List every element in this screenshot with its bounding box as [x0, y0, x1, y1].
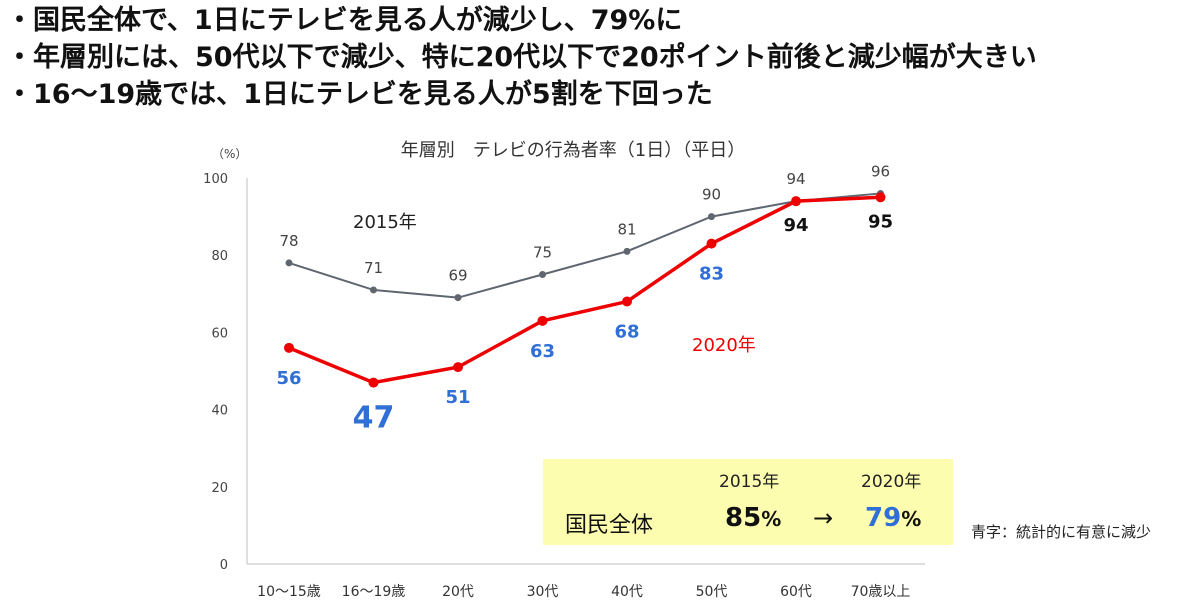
data-label-2020: 83	[699, 264, 724, 285]
data-label-2020: 95	[868, 211, 893, 232]
point-2015	[623, 247, 631, 255]
point-2020	[875, 192, 886, 203]
summary-box: 2015年 2020年 国民全体 85% → 79%	[543, 459, 953, 545]
series-name-2020: 2020年	[692, 335, 756, 356]
point-2020	[622, 296, 632, 307]
summary-year-2015: 2015年	[719, 472, 780, 492]
point-2020	[537, 315, 548, 326]
data-label-2020: 63	[530, 341, 555, 362]
series-line-2015	[288, 192, 881, 299]
bullet-list: ・国民全体で、1日にテレビを見る人が減少し、79%に ・年層別には、50代以下で…	[6, 2, 1196, 113]
series-name-2015: 2015年	[353, 212, 417, 233]
y-tick-label: 100	[203, 172, 228, 187]
x-tick-label: 16～19歳	[342, 584, 406, 600]
data-label-2015: 78	[279, 232, 298, 250]
data-label-2015: 96	[871, 162, 890, 180]
point-2015	[370, 286, 377, 294]
data-label-2020: 56	[276, 368, 301, 389]
data-label-2020: 68	[614, 322, 639, 343]
point-2015	[454, 294, 462, 302]
point-2015	[708, 213, 715, 221]
data-label-2015: 94	[786, 170, 805, 188]
point-2015	[285, 259, 293, 267]
point-2020	[284, 342, 294, 353]
x-tick-label: 60代	[780, 584, 812, 600]
point-2020	[453, 362, 463, 373]
x-tick-label: 30代	[527, 584, 559, 600]
data-label-2020: 47	[353, 401, 395, 436]
summary-value-2020: 79%	[865, 503, 922, 533]
point-2020	[706, 238, 717, 249]
point-2020	[368, 377, 379, 388]
data-label-2015: 75	[533, 244, 552, 262]
y-tick-label: 40	[211, 404, 228, 419]
summary-arrow: →	[813, 504, 834, 532]
x-tick-label: 20代	[442, 584, 474, 600]
y-axis-unit: （%）	[212, 147, 247, 161]
summary-year-2020: 2020年	[861, 472, 922, 492]
chart-title: 年層別 テレビの行為者率（1日）（平日）	[401, 140, 745, 161]
series-line-2020	[288, 195, 881, 385]
point-2015	[539, 271, 546, 278]
data-label-2015: 81	[617, 220, 636, 238]
bullet-3: ・16～19歳では、1日にテレビを見る人が5割を下回った	[6, 79, 713, 110]
data-label-2015: 90	[702, 186, 721, 204]
data-label-2015: 71	[364, 259, 383, 277]
line-chart: 年層別 テレビの行為者率（1日）（平日） （%） 0 20 40 60 80 100 10～15…	[203, 140, 925, 600]
x-tick-label: 70歳以上	[851, 584, 911, 600]
bullet-1: ・国民全体で、1日にテレビを見る人が減少し、79%に	[6, 5, 683, 36]
data-label-2015: 69	[448, 267, 467, 285]
significance-note: 青字：統計的に有意に減少	[971, 523, 1152, 541]
data-label-2020: 94	[783, 215, 808, 236]
bullet-2: ・年層別には、50代以下で減少、特に20代以下で20ポイント前後と減少幅が大きい	[6, 42, 1037, 73]
summary-value-2015: 85%	[725, 503, 782, 533]
x-tick-label: 50代	[696, 584, 728, 600]
x-tick-label: 10～15歳	[257, 584, 321, 600]
point-2020	[791, 196, 801, 207]
data-label-2020: 51	[445, 387, 470, 408]
y-tick-label: 60	[211, 326, 228, 341]
x-tick-label: 40代	[611, 584, 643, 600]
summary-label: 国民全体	[565, 513, 654, 538]
y-tick-label: 20	[211, 481, 228, 496]
y-tick-label: 80	[211, 249, 228, 264]
y-tick-label: 0	[220, 558, 228, 573]
